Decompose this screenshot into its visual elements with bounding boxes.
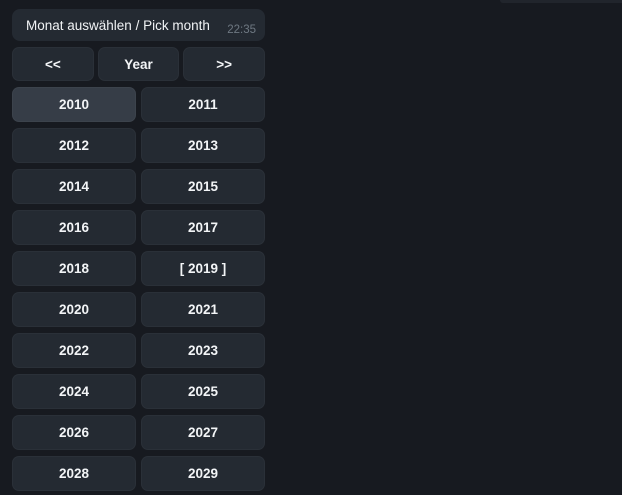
year-button-2020[interactable]: 2020 xyxy=(12,292,136,327)
year-button-2026[interactable]: 2026 xyxy=(12,415,136,450)
nav-row: << Year >> xyxy=(12,47,266,81)
year-button-2018[interactable]: 2018 xyxy=(12,251,136,286)
year-row: 2016 2017 xyxy=(12,210,265,245)
year-row: 2020 2021 xyxy=(12,292,265,327)
message-bubble: Monat auswählen / Pick month 22:35 xyxy=(12,9,265,41)
year-button-2022[interactable]: 2022 xyxy=(12,333,136,368)
year-row: 2018 [ 2019 ] xyxy=(12,251,265,286)
next-page-button[interactable]: >> xyxy=(183,47,266,81)
prev-page-button[interactable]: << xyxy=(12,47,94,81)
year-button-2024[interactable]: 2024 xyxy=(12,374,136,409)
year-row: 2028 2029 xyxy=(12,456,265,491)
bot-message-with-keyboard: Monat auswählen / Pick month 22:35 << Ye… xyxy=(12,9,266,491)
year-button-2010[interactable]: 2010 xyxy=(12,87,136,122)
year-button-2028[interactable]: 2028 xyxy=(12,456,136,491)
year-button-2025[interactable]: 2025 xyxy=(141,374,265,409)
year-button-2027[interactable]: 2027 xyxy=(141,415,265,450)
previous-message-bubble-edge xyxy=(500,0,622,3)
year-button-selected-2019[interactable]: [ 2019 ] xyxy=(141,251,265,286)
year-button-2015[interactable]: 2015 xyxy=(141,169,265,204)
year-button-2012[interactable]: 2012 xyxy=(12,128,136,163)
year-button-2013[interactable]: 2013 xyxy=(141,128,265,163)
year-row: 2022 2023 xyxy=(12,333,265,368)
year-row: 2014 2015 xyxy=(12,169,265,204)
year-button-2014[interactable]: 2014 xyxy=(12,169,136,204)
year-mode-button[interactable]: Year xyxy=(97,47,180,81)
message-text: Monat auswählen / Pick month xyxy=(26,17,210,33)
year-button-2029[interactable]: 2029 xyxy=(141,456,265,491)
year-button-2021[interactable]: 2021 xyxy=(141,292,265,327)
year-button-2017[interactable]: 2017 xyxy=(141,210,265,245)
year-button-2011[interactable]: 2011 xyxy=(141,87,265,122)
year-row: 2012 2013 xyxy=(12,128,265,163)
year-button-2016[interactable]: 2016 xyxy=(12,210,136,245)
year-row: 2024 2025 xyxy=(12,374,265,409)
year-button-2023[interactable]: 2023 xyxy=(141,333,265,368)
year-row: 2026 2027 xyxy=(12,415,265,450)
year-row: 2010 2011 xyxy=(12,87,265,122)
message-timestamp: 22:35 xyxy=(227,24,256,36)
